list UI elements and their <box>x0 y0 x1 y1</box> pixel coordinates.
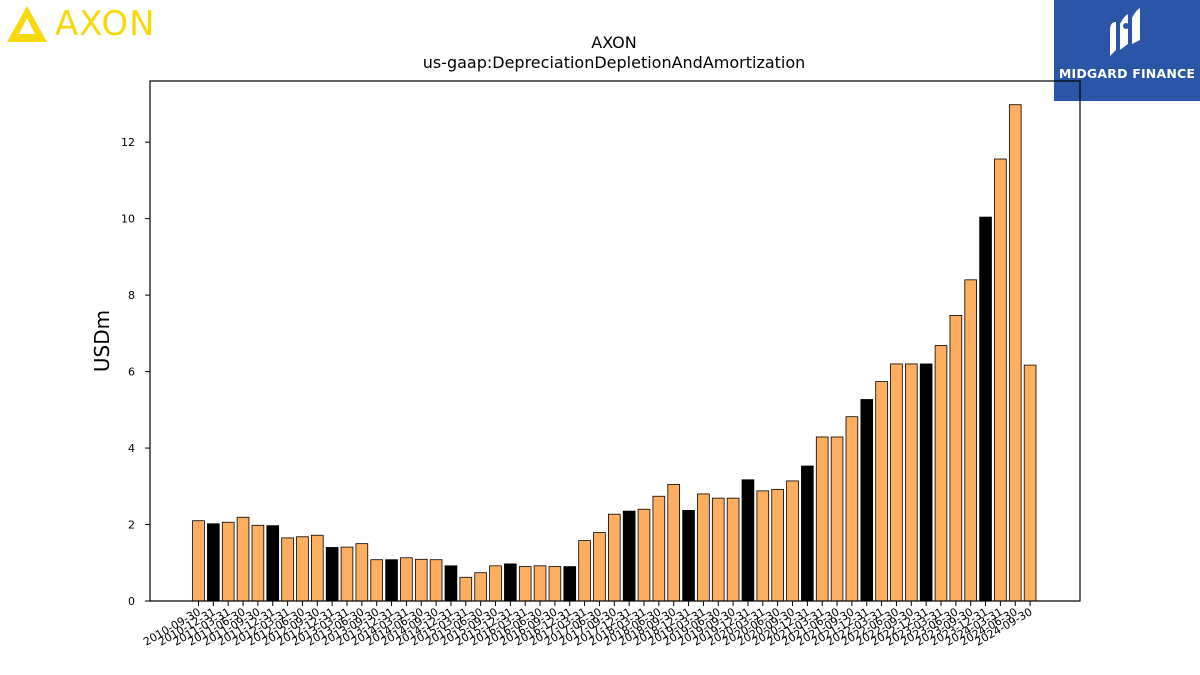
bar <box>845 416 859 602</box>
midgard-logo-text: MIDGARD FINANCE <box>1058 66 1196 81</box>
bar <box>711 497 725 602</box>
bar <box>518 566 532 602</box>
bar <box>429 559 443 602</box>
bar <box>1023 364 1037 602</box>
axon-logo-text: AXON <box>55 4 156 44</box>
bar <box>459 576 473 602</box>
bar <box>340 546 354 602</box>
bar <box>251 524 265 602</box>
bar <box>979 216 992 602</box>
bar <box>815 436 829 602</box>
bar <box>786 480 799 602</box>
midgard-finance-logo: MIDGARD FINANCE <box>1054 0 1200 101</box>
y-tick-label: 0 <box>128 595 135 608</box>
plot-frame <box>149 80 1081 602</box>
bars-group <box>192 104 1037 602</box>
bar <box>444 565 458 602</box>
y-tick-label: 2 <box>128 519 135 532</box>
bar <box>266 525 280 602</box>
midgard-logo-icon <box>1110 8 1140 56</box>
bar <box>801 465 814 602</box>
bar <box>236 516 250 602</box>
bar <box>934 345 948 602</box>
bar <box>474 572 487 602</box>
bar <box>622 510 636 602</box>
bar <box>221 521 235 602</box>
bar <box>949 314 963 602</box>
chart-title: AXON <box>591 33 636 52</box>
bar <box>593 532 606 602</box>
bar <box>771 488 784 602</box>
y-tick-label: 12 <box>121 136 135 149</box>
bar <box>726 497 740 602</box>
bar <box>548 566 562 602</box>
y-tick-label: 8 <box>128 289 135 302</box>
y-axis-ticks: 0 2 4 6 8 10 12 <box>121 136 150 608</box>
y-tick-label: 10 <box>121 213 135 226</box>
chart-subtitle: us-gaap:DepreciationDepletionAndAmortiza… <box>423 53 806 72</box>
bar <box>637 508 651 602</box>
bar <box>905 363 918 602</box>
axon-logo: AXON <box>5 4 156 44</box>
bar <box>414 558 428 602</box>
bar <box>489 565 502 602</box>
bar <box>682 509 695 602</box>
bar <box>756 490 770 602</box>
bar <box>994 158 1007 602</box>
bar <box>830 436 844 602</box>
bar <box>563 566 577 602</box>
bar <box>281 537 294 602</box>
bar <box>667 483 680 602</box>
y-tick-label: 6 <box>128 366 135 379</box>
bar <box>310 534 324 602</box>
bar <box>192 520 205 602</box>
bar <box>385 559 398 602</box>
x-axis-ticks: 2010-09-302010-12-312011-03-312011-06-30… <box>141 601 1035 649</box>
bar <box>741 479 755 602</box>
bar <box>504 563 517 602</box>
bar <box>697 493 710 602</box>
bar <box>578 540 591 602</box>
bar <box>400 557 413 602</box>
y-tick-label: 4 <box>128 442 135 455</box>
bar <box>355 543 369 602</box>
bar <box>652 495 666 602</box>
bar <box>875 381 888 602</box>
axon-logo-icon <box>7 6 47 42</box>
y-axis-label: USDm <box>90 310 114 372</box>
bar <box>890 363 903 602</box>
bar <box>1008 104 1022 602</box>
bar <box>860 399 874 602</box>
bar <box>533 565 547 602</box>
bar <box>608 513 621 602</box>
bar <box>325 547 339 602</box>
bar <box>296 536 309 602</box>
bar <box>964 279 977 602</box>
bar <box>919 363 933 602</box>
bar <box>207 523 220 602</box>
bar <box>370 559 383 602</box>
